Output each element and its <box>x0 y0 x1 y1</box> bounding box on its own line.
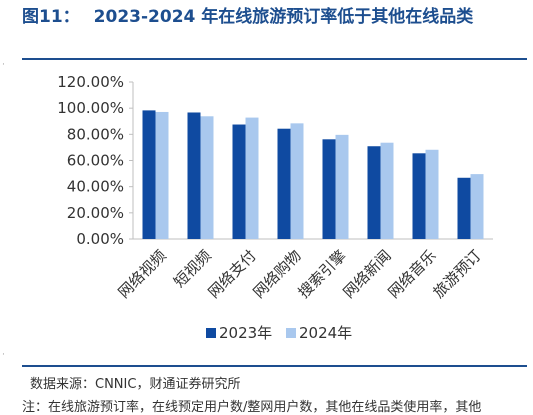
bar-2023-7 <box>457 177 471 239</box>
bar-2024-4 <box>335 134 349 239</box>
bar-2024-5 <box>380 142 394 239</box>
legend-swatch <box>206 328 216 338</box>
y-tick-label: 120.00% <box>57 73 124 91</box>
y-tick-label: 20.00% <box>67 204 124 222</box>
legend-label: 2023年 <box>219 324 272 342</box>
figure-title: 图11： 2023-2024 年在线旅游预订率低于其他在线品类 <box>22 4 527 31</box>
x-category-label: 网络音乐 <box>385 247 440 302</box>
x-category-label: 旅游预订 <box>430 247 485 302</box>
legend: 2023年 2024年 <box>206 324 352 342</box>
y-tick-label: 40.00% <box>67 178 124 196</box>
x-category-label: 网络购物 <box>250 247 305 302</box>
bars <box>142 110 484 239</box>
bar-2023-2 <box>232 124 246 239</box>
x-category-label: 网络新闻 <box>340 247 395 302</box>
bar-2023-0 <box>142 110 156 239</box>
footnote: 注：在线旅游预订率，在线预定用户数/整网用户数，其他在线品类使用率，其他 <box>22 400 482 415</box>
figure-number: 图11： <box>22 7 80 27</box>
bar-chart: 0.00% 20.00% 40.00% 60.00% 80.00% 100.00% 120.… <box>57 73 493 342</box>
figure-title-text: 2023-2024 年在线旅游预订率低于其他在线品类 <box>93 7 474 27</box>
x-category-label: 网络视频 <box>115 247 170 302</box>
y-tick-label: 0.00% <box>76 230 124 248</box>
bar-2024-2 <box>245 117 259 239</box>
bar-2024-7 <box>470 174 484 239</box>
top-rule <box>22 58 527 60</box>
margin-mark: · <box>2 350 5 360</box>
bar-2023-5 <box>367 146 381 239</box>
x-category-label: 搜索引擎 <box>295 247 350 302</box>
legend-swatch <box>286 328 296 338</box>
bottom-rule <box>22 365 527 367</box>
y-tick-label: 100.00% <box>57 99 124 117</box>
bar-2024-6 <box>425 149 439 239</box>
x-category-label: 网络支付 <box>205 247 260 302</box>
bar-2023-4 <box>322 139 336 239</box>
margin-mark: · <box>2 60 5 70</box>
bar-2024-0 <box>155 111 169 239</box>
y-tick-label: 80.00% <box>67 125 124 143</box>
bar-2023-1 <box>187 112 201 239</box>
bar-2023-6 <box>412 153 426 239</box>
legend-label: 2024年 <box>299 324 352 342</box>
bar-2024-3 <box>290 123 304 239</box>
y-tick-label: 60.00% <box>67 152 124 170</box>
bar-2024-1 <box>200 116 214 239</box>
data-source: 数据来源：CNNIC，财通证券研究所 <box>30 377 241 392</box>
bar-2023-3 <box>277 128 291 239</box>
y-axis: 0.00% 20.00% 40.00% 60.00% 80.00% 100.00% 120.… <box>57 73 493 248</box>
